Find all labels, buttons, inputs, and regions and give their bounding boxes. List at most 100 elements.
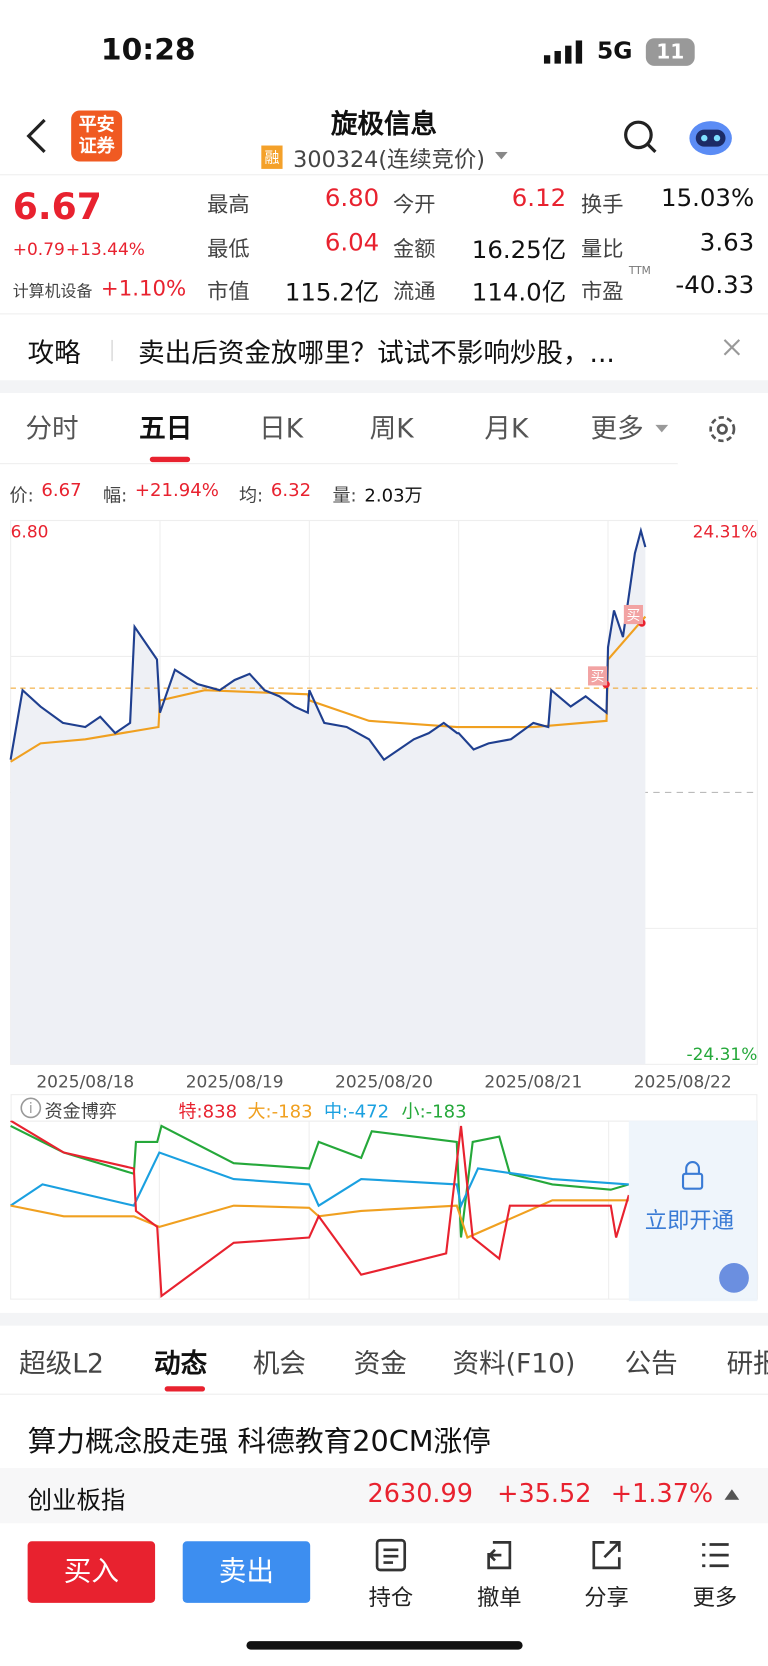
y-tick-label: 6.80: [11, 522, 49, 542]
y2-tick-label: 24.31%: [693, 522, 758, 542]
robot-icon[interactable]: [686, 115, 735, 157]
network: 5G: [596, 38, 633, 65]
tool-icon[interactable]: [482, 1538, 516, 1572]
close-icon[interactable]: [722, 338, 741, 357]
index-value: 2630.99: [367, 1478, 473, 1509]
info-icon[interactable]: i: [19, 1096, 42, 1119]
tab-indicator: [149, 456, 191, 463]
signal: [543, 40, 583, 64]
tab-bar: 超级L2 动态 机会 资金 资料(F10) 公告 研报: [0, 1326, 768, 1394]
price: 6.67: [12, 185, 102, 229]
trade-marker: [623, 604, 643, 625]
fund-chart: [10, 1120, 758, 1302]
tool-glyph: [702, 1543, 729, 1568]
sell-button[interactable]: 卖出: [182, 1541, 311, 1603]
banner-tag: 攻略: [27, 337, 81, 369]
divider: [0, 1393, 768, 1395]
tool-label[interactable]: 撤单: [476, 1584, 522, 1611]
back-button[interactable]: [23, 117, 51, 155]
chart-tab[interactable]: 五日: [139, 413, 193, 445]
broker-logo: 平安 证券: [71, 110, 123, 162]
section-tab[interactable]: 超级L2: [19, 1347, 104, 1379]
stat-value: 6.12: [511, 184, 567, 213]
chart-tab[interactable]: 月K: [484, 413, 529, 445]
stat-label: 市值: [207, 278, 250, 304]
trade-marker: [588, 666, 608, 686]
change: +0.79: [12, 239, 65, 260]
section-tab[interactable]: 动态: [154, 1347, 208, 1379]
logo-text: 平安: [78, 114, 115, 136]
stat-label: 金额: [393, 235, 436, 262]
section-tab[interactable]: 公告: [624, 1347, 678, 1379]
stat-label: 市盈: [581, 278, 624, 304]
index-change: +35.52: [497, 1478, 592, 1509]
divider: [0, 463, 678, 465]
stat-label: 最高: [207, 191, 250, 217]
separator: [111, 339, 113, 362]
y2-tick-label: -24.31%: [686, 1045, 757, 1065]
divider: [0, 174, 768, 176]
tool-icon[interactable]: [698, 1538, 732, 1572]
logo-text: 证券: [78, 135, 115, 158]
sector: 计算机设备: [12, 281, 93, 301]
section-tab[interactable]: 研报: [726, 1347, 768, 1379]
tool-glyph: [375, 1538, 407, 1572]
section-tab[interactable]: 资金: [353, 1347, 407, 1379]
fund-item: 小:-183: [401, 1101, 467, 1123]
trade-marker-label: 买: [591, 669, 605, 685]
tool-label[interactable]: 更多: [692, 1584, 738, 1611]
tool-icon[interactable]: [374, 1538, 408, 1572]
section-tab[interactable]: 机会: [252, 1347, 306, 1379]
up-arrow: [724, 1489, 740, 1500]
stat-label: 流通: [393, 278, 436, 304]
section-tab[interactable]: 资料(F10): [452, 1347, 576, 1379]
index-name: 创业板指: [27, 1487, 126, 1515]
fund-item: 大:-183: [247, 1101, 313, 1123]
stat-value: -40.33: [675, 271, 755, 300]
svg-text:i: i: [29, 1101, 33, 1117]
stock-code[interactable]: 300324(连续竞价): [293, 146, 485, 173]
stat-label: 今开: [393, 191, 436, 217]
price-line: [9, 526, 647, 762]
stat-value: 114.0亿: [471, 279, 567, 307]
divider: [0, 313, 768, 315]
home-indicator: [246, 1641, 523, 1650]
spacer: [0, 380, 768, 394]
chart-tab[interactable]: 更多: [590, 413, 644, 445]
x-tick-label: 2025/08/22: [634, 1073, 732, 1093]
change-pct: +13.44%: [65, 239, 145, 260]
x-tick-label: 2025/08/18: [36, 1073, 134, 1093]
stock-name: 旋极信息: [330, 108, 438, 140]
chart-tab[interactable]: 日K: [259, 413, 304, 445]
banner-text[interactable]: 卖出后资金放哪里？试试不影响炒股，...: [138, 337, 615, 369]
spacer: [0, 1312, 768, 1326]
index-bar: [0, 1468, 768, 1524]
stat-value: 16.25亿: [471, 236, 567, 265]
x-tick-label: 2025/08/20: [335, 1073, 433, 1093]
price-area: [10, 530, 646, 1065]
sector-pct: +1.10%: [100, 275, 187, 301]
tool-icon[interactable]: [590, 1538, 624, 1572]
stat-value: 115.2亿: [284, 279, 380, 307]
search-icon[interactable]: [622, 119, 658, 155]
ttm: TTM: [628, 265, 651, 278]
unlock-button[interactable]: 立即开通: [644, 1207, 735, 1234]
news-headline[interactable]: 算力概念股走强 科德教育20CM涨停: [27, 1425, 491, 1459]
buy-button[interactable]: 买入: [27, 1541, 156, 1603]
tool-label[interactable]: 分享: [584, 1584, 629, 1611]
time: 10:28: [100, 31, 196, 67]
settings-icon[interactable]: [705, 412, 739, 446]
dropdown-icon: [495, 151, 508, 160]
tool-label[interactable]: 持仓: [368, 1584, 414, 1611]
tab-indicator: [164, 1386, 206, 1392]
index-pct: +1.37%: [610, 1478, 714, 1509]
stat-value: 6.80: [324, 184, 380, 213]
info-label: 量:: [332, 485, 357, 507]
info-label: 价:: [9, 485, 34, 507]
fund-item: 中:-472: [323, 1101, 390, 1123]
price-chart: 2025/08/18 2025/08/19 2025/08/20 2025/08/21…: [9, 519, 758, 1093]
dropdown-icon: [655, 424, 669, 433]
chart-tab[interactable]: 分时: [25, 413, 79, 445]
chart-tab[interactable]: 周K: [369, 413, 414, 445]
